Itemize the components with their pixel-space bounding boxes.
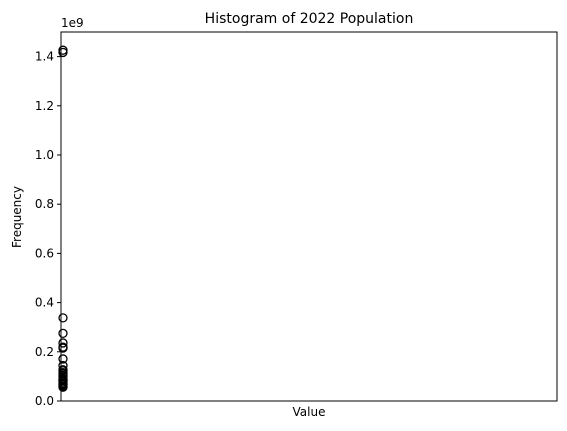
data-points xyxy=(58,45,68,392)
y-tick-label: 0.6 xyxy=(35,246,54,260)
data-point xyxy=(58,47,68,58)
y-ticks: 0.0 0.2 0.4 0.6 0.8 1.0 1.2 1.4 xyxy=(35,50,61,408)
y-offset-label: 1e9 xyxy=(61,16,84,30)
y-tick-label: 0.2 xyxy=(35,345,54,359)
y-axis-label: Frequency xyxy=(10,186,24,248)
plot-frame xyxy=(60,31,558,402)
y-tick-label: 0.8 xyxy=(35,197,54,211)
chart-title: Histogram of 2022 Population xyxy=(205,11,414,27)
data-point xyxy=(58,382,68,392)
y-tick-label: 0.4 xyxy=(35,296,54,310)
data-point xyxy=(58,313,68,323)
y-tick-label: 1.0 xyxy=(35,148,54,162)
y-tick-label: 1.2 xyxy=(35,99,54,113)
data-point xyxy=(58,343,68,353)
data-point xyxy=(58,338,68,348)
data-point xyxy=(58,328,68,339)
y-tick-label: 1.4 xyxy=(35,50,54,64)
data-point xyxy=(58,354,68,364)
x-axis-label: Value xyxy=(293,405,326,419)
y-tick-label: 0.0 xyxy=(35,394,54,408)
